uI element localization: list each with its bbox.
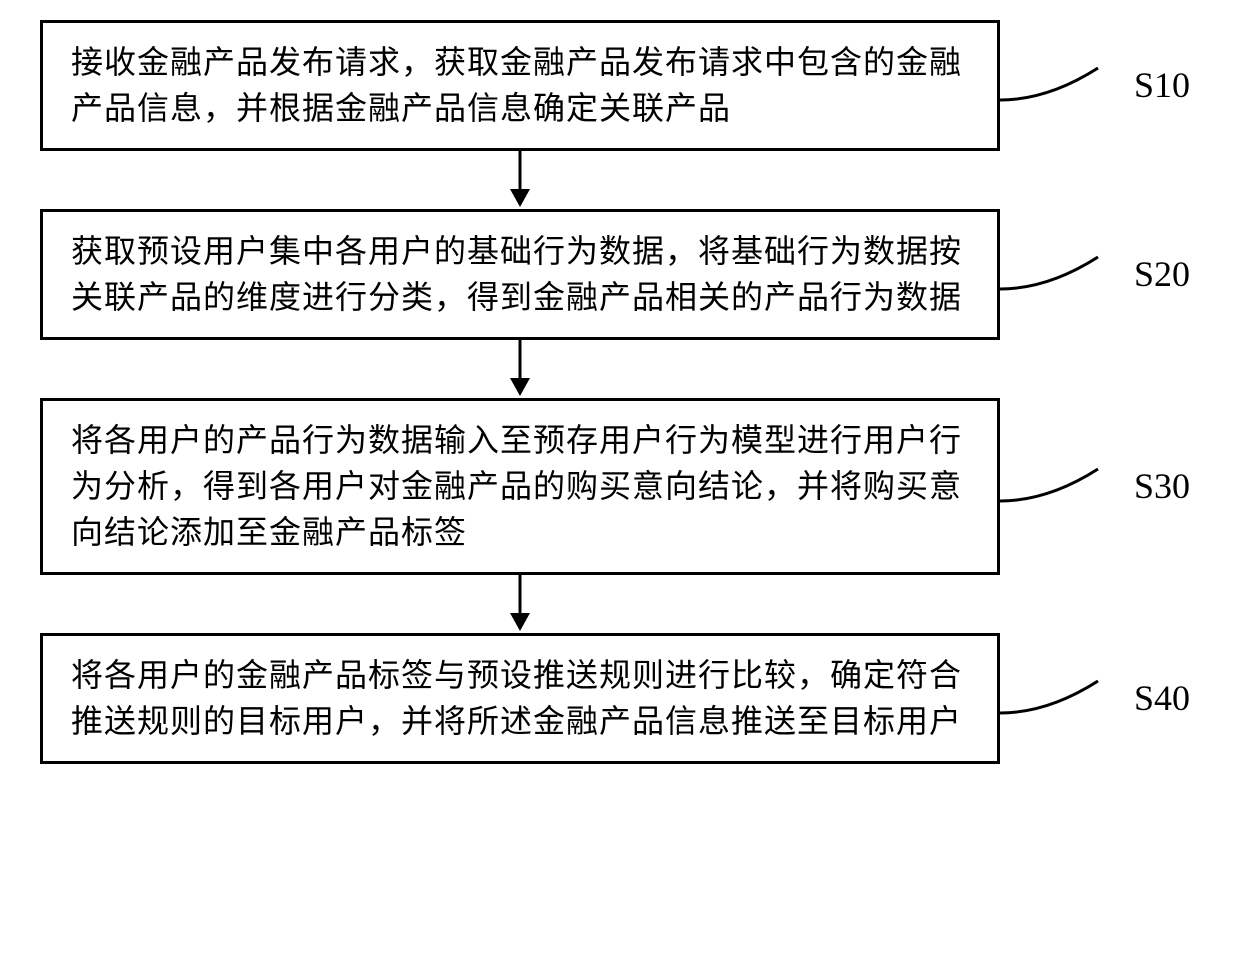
arrow-s10-s20 [40,151,1000,209]
step-box-s30: 将各用户的产品行为数据输入至预存用户行为模型进行用户行为分析，得到各用户对金融产… [40,398,1000,575]
step-wrapper-s20: 获取预设用户集中各用户的基础行为数据，将基础行为数据按关联产品的维度进行分类，得… [40,209,1200,340]
leader-line-s10 [998,60,1128,110]
step-text-s10: 接收金融产品发布请求，获取金融产品发布请求中包含的金融产品信息，并根据金融产品信… [71,44,962,126]
arrow-s30-s40 [40,575,1000,633]
step-label-s20: S20 [1134,253,1190,295]
step-wrapper-s10: 接收金融产品发布请求，获取金融产品发布请求中包含的金融产品信息，并根据金融产品信… [40,20,1200,151]
step-text-s40: 将各用户的金融产品标签与预设推送规则进行比较，确定符合推送规则的目标用户，并将所… [71,657,962,739]
step-text-s20: 获取预设用户集中各用户的基础行为数据，将基础行为数据按关联产品的维度进行分类，得… [71,233,962,315]
leader-line-s40 [998,673,1128,723]
step-label-s30: S30 [1134,465,1190,507]
step-box-s40: 将各用户的金融产品标签与预设推送规则进行比较，确定符合推送规则的目标用户，并将所… [40,633,1000,764]
step-wrapper-s30: 将各用户的产品行为数据输入至预存用户行为模型进行用户行为分析，得到各用户对金融产… [40,398,1200,575]
step-label-s10: S10 [1134,64,1190,106]
step-box-s20: 获取预设用户集中各用户的基础行为数据，将基础行为数据按关联产品的维度进行分类，得… [40,209,1000,340]
step-text-s30: 将各用户的产品行为数据输入至预存用户行为模型进行用户行为分析，得到各用户对金融产… [71,422,962,551]
leader-line-s30 [998,461,1128,511]
leader-line-s20 [998,249,1128,299]
arrow-s20-s30 [40,340,1000,398]
step-box-s10: 接收金融产品发布请求，获取金融产品发布请求中包含的金融产品信息，并根据金融产品信… [40,20,1000,151]
flowchart-container: 接收金融产品发布请求，获取金融产品发布请求中包含的金融产品信息，并根据金融产品信… [40,20,1200,764]
step-wrapper-s40: 将各用户的金融产品标签与预设推送规则进行比较，确定符合推送规则的目标用户，并将所… [40,633,1200,764]
step-label-s40: S40 [1134,677,1190,719]
